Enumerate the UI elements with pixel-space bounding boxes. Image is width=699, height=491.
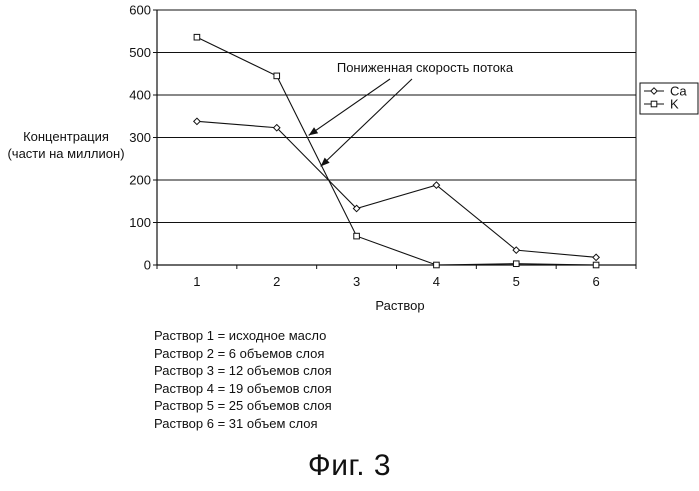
y-tick-label-600: 600 bbox=[129, 3, 151, 18]
y-tick-label-300: 300 bbox=[129, 130, 151, 145]
annotation-arrow-line-1 bbox=[309, 79, 390, 135]
x-tick-label-6: 6 bbox=[592, 274, 599, 289]
note-line-5: Раствор 5 = 25 объемов слоя bbox=[154, 397, 332, 415]
note-line-1: Раствор 1 = исходное масло bbox=[154, 327, 332, 345]
legend-marker-k bbox=[651, 101, 657, 107]
y-axis-label-line-1: Концентрация bbox=[0, 128, 132, 145]
note-line-3: Раствор 3 = 12 объемов слоя bbox=[154, 362, 332, 380]
x-axis-label: Раствор bbox=[330, 298, 470, 313]
legend-box bbox=[640, 83, 698, 114]
annotation: Пониженная скорость потока bbox=[309, 60, 514, 166]
y-tick-label-0: 0 bbox=[144, 258, 151, 273]
annotation-text: Пониженная скорость потока bbox=[337, 60, 514, 75]
y-tick-label-100: 100 bbox=[129, 215, 151, 230]
gridlines bbox=[157, 10, 636, 223]
point-k-1 bbox=[194, 34, 200, 40]
y-axis-label-line-2: (части на миллион) bbox=[0, 145, 132, 162]
tick-labels: 0 100 200 300 400 500 600 1 2 3 4 5 6 bbox=[129, 3, 599, 290]
point-k-4 bbox=[434, 262, 440, 268]
point-k-3 bbox=[354, 233, 360, 239]
legend-label-k: K bbox=[670, 97, 679, 112]
figure-caption: Фиг. 3 bbox=[0, 449, 699, 483]
y-tick-label-500: 500 bbox=[129, 45, 151, 60]
series-line-ca bbox=[197, 121, 596, 257]
note-line-2: Раствор 2 = 6 объемов слоя bbox=[154, 345, 332, 363]
annotation-arrowhead-1 bbox=[309, 127, 318, 135]
point-k-5 bbox=[513, 261, 519, 267]
legend: CaK bbox=[640, 83, 698, 114]
x-tick-label-2: 2 bbox=[273, 274, 280, 289]
y-axis-label: Концентрация (части на миллион) bbox=[0, 128, 132, 162]
solution-notes: Раствор 1 = исходное масло Раствор 2 = 6… bbox=[154, 327, 332, 433]
point-ca-1 bbox=[194, 118, 200, 124]
axes bbox=[153, 10, 636, 269]
note-line-6: Раствор 6 = 31 объем слоя bbox=[154, 415, 332, 433]
annotation-arrow-line-2 bbox=[321, 79, 412, 166]
point-k-2 bbox=[274, 73, 280, 79]
x-tick-label-3: 3 bbox=[353, 274, 360, 289]
point-k-6 bbox=[593, 262, 599, 268]
x-tick-label-4: 4 bbox=[433, 274, 440, 289]
x-tick-label-5: 5 bbox=[513, 274, 520, 289]
y-tick-label-200: 200 bbox=[129, 173, 151, 188]
note-line-4: Раствор 4 = 19 объемов слоя bbox=[154, 380, 332, 398]
y-tick-label-400: 400 bbox=[129, 88, 151, 103]
x-tick-label-1: 1 bbox=[193, 274, 200, 289]
point-ca-6 bbox=[593, 254, 599, 260]
